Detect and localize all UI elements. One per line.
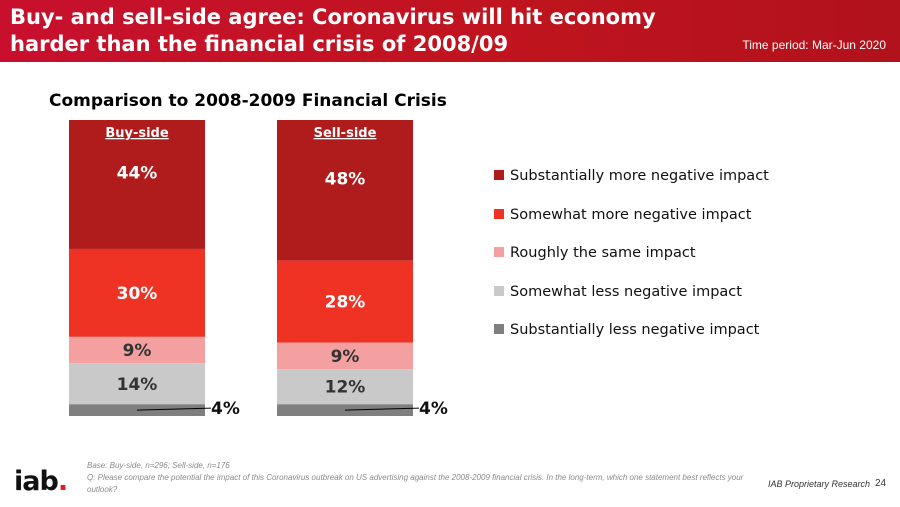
bar-segment-buy-side-2 [69,336,205,364]
bar-segment-buy-side-0 [69,120,205,249]
page-number: 24 [875,478,887,489]
data-label: 14% [117,375,158,395]
bar-segment-buy-side-3 [69,363,205,405]
legend-label: Somewhat more negative impact [510,207,752,223]
leader-line [136,407,212,411]
data-label: 48% [325,169,366,189]
footer-source: IAB Proprietary Research [768,479,871,489]
bar-segment-sell-side-1 [277,260,413,343]
legend-swatch [494,170,504,180]
slide-title: Buy- and sell-side agree: Coronavirus wi… [10,5,656,56]
data-label-outside: 4% [211,399,240,419]
chart-title: Comparison to 2008-2009 Financial Crisis [49,91,447,111]
legend-label: Substantially more negative impact [510,168,769,184]
data-label: 12% [325,378,366,398]
footnote-question: Q: Please compare the potential the impa… [87,473,744,494]
legend-item-substantially-more: Substantially more negative impact [494,168,769,184]
leader-line [344,407,420,411]
legend-item-roughly-same: Roughly the same impact [494,245,696,261]
category-label-sell-side: Sell-side [314,126,377,141]
bar-segment-sell-side-3 [277,369,413,405]
footnote-base: Base: Buy-side, n=296; Sell-side, n=176 [87,461,230,470]
data-label: 28% [325,293,366,313]
bar-segment-sell-side-2 [277,342,413,370]
data-label: 30% [117,284,158,304]
legend-swatch [494,247,504,257]
category-label-buy-side: Buy-side [105,126,169,141]
time-period: Time period: Mar-Jun 2020 [742,38,886,52]
title-banner: Buy- and sell-side agree: Coronavirus wi… [0,0,900,62]
legend-swatch [494,324,504,334]
data-label: 9% [123,341,152,361]
legend-swatch [494,286,504,296]
bar-segment-sell-side-0 [277,120,413,261]
data-label-outside: 4% [419,399,448,419]
data-label: 44% [117,163,158,183]
legend-item-somewhat-less: Somewhat less negative impact [494,284,742,300]
logo-text: iab [14,466,59,497]
legend-label: Somewhat less negative impact [510,284,742,300]
bar-segment-buy-side-1 [69,248,205,337]
legend-label: Substantially less negative impact [510,322,760,338]
legend-item-substantially-less: Substantially less negative impact [494,322,759,338]
legend-swatch [494,209,504,219]
data-label: 9% [331,347,360,367]
logo-dot: . [57,466,68,497]
footnote: Base: Buy-side, n=296; Sell-side, n=176 … [87,460,747,496]
legend-item-somewhat-more: Somewhat more negative impact [494,207,751,223]
legend-label: Roughly the same impact [510,245,696,261]
iab-logo: iab. [14,466,68,497]
